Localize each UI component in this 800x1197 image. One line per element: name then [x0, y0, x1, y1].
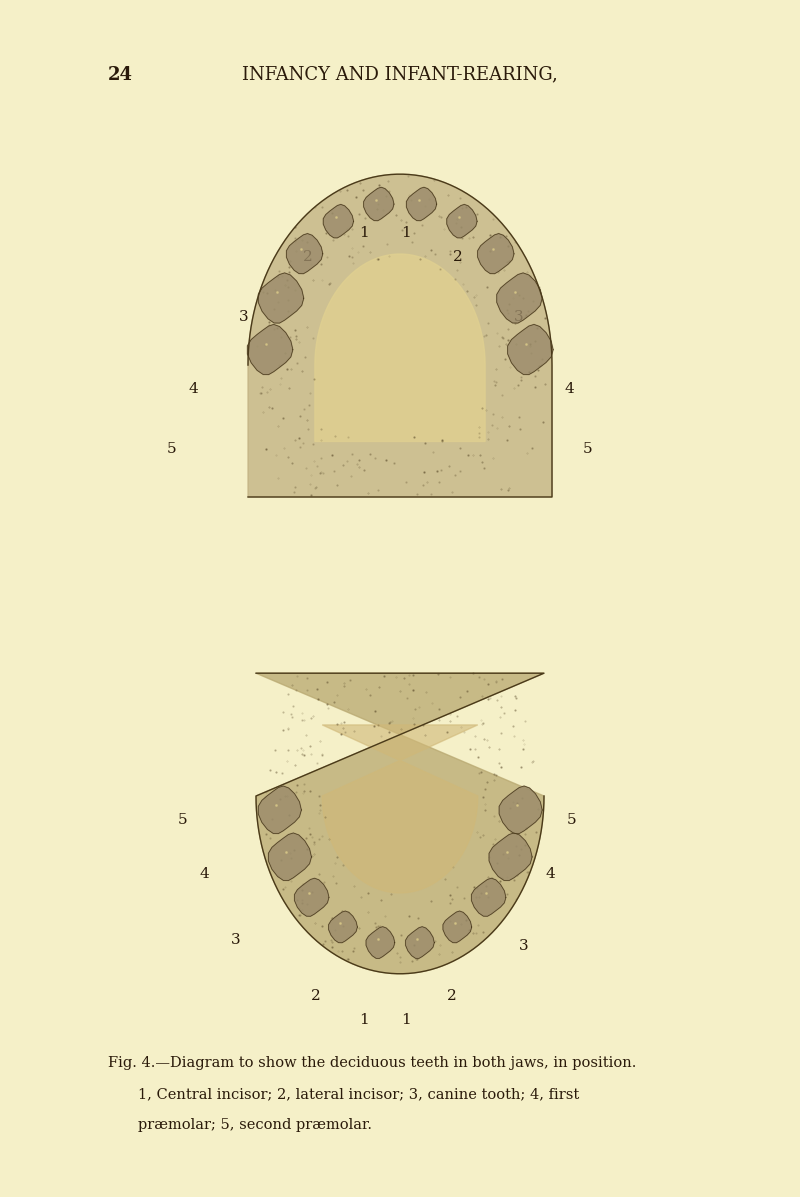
Polygon shape — [247, 324, 293, 375]
Polygon shape — [499, 786, 542, 833]
Text: 2: 2 — [303, 250, 313, 265]
Text: 3: 3 — [514, 310, 523, 324]
Text: 5: 5 — [567, 813, 577, 827]
Polygon shape — [508, 324, 553, 375]
Polygon shape — [443, 911, 472, 943]
Polygon shape — [322, 725, 478, 893]
Polygon shape — [329, 911, 358, 943]
Text: 1: 1 — [359, 226, 369, 241]
Text: 1: 1 — [402, 1013, 411, 1027]
Text: 1, Central incisor; 2, lateral incisor; 3, canine tooth; 4, first: 1, Central incisor; 2, lateral incisor; … — [138, 1087, 580, 1101]
Text: 4: 4 — [199, 867, 209, 881]
Text: 24: 24 — [108, 66, 133, 84]
Text: 1: 1 — [402, 226, 411, 241]
Polygon shape — [268, 833, 311, 881]
Polygon shape — [258, 273, 304, 323]
Text: Fig. 4.—Diagram to show the deciduous teeth in both jaws, in position.: Fig. 4.—Diagram to show the deciduous te… — [108, 1056, 636, 1070]
Text: præmolar; 5, second præmolar.: præmolar; 5, second præmolar. — [138, 1118, 372, 1132]
Text: 2: 2 — [311, 989, 321, 1003]
Polygon shape — [248, 175, 552, 497]
Text: 4: 4 — [546, 867, 555, 881]
Text: 2: 2 — [453, 250, 462, 265]
Polygon shape — [256, 673, 544, 973]
Text: 3: 3 — [239, 310, 249, 324]
Polygon shape — [406, 187, 437, 220]
Polygon shape — [471, 879, 506, 916]
Polygon shape — [366, 926, 394, 959]
Polygon shape — [478, 233, 514, 274]
Text: 1: 1 — [359, 1013, 369, 1027]
Text: INFANCY AND INFANT-REARING,: INFANCY AND INFANT-REARING, — [242, 66, 558, 84]
Text: 5: 5 — [178, 813, 187, 827]
Text: 4: 4 — [565, 382, 574, 396]
Polygon shape — [286, 233, 322, 274]
Text: 3: 3 — [231, 932, 241, 947]
Polygon shape — [258, 786, 302, 833]
Polygon shape — [294, 879, 329, 916]
Polygon shape — [315, 254, 485, 442]
Text: 4: 4 — [189, 382, 198, 396]
Text: 5: 5 — [167, 442, 177, 456]
Text: 5: 5 — [583, 442, 593, 456]
Polygon shape — [497, 273, 542, 323]
Polygon shape — [323, 205, 354, 238]
Polygon shape — [364, 187, 394, 220]
Polygon shape — [489, 833, 532, 881]
Polygon shape — [406, 926, 434, 959]
Polygon shape — [446, 205, 477, 238]
Text: 2: 2 — [447, 989, 457, 1003]
Text: 3: 3 — [519, 938, 529, 953]
